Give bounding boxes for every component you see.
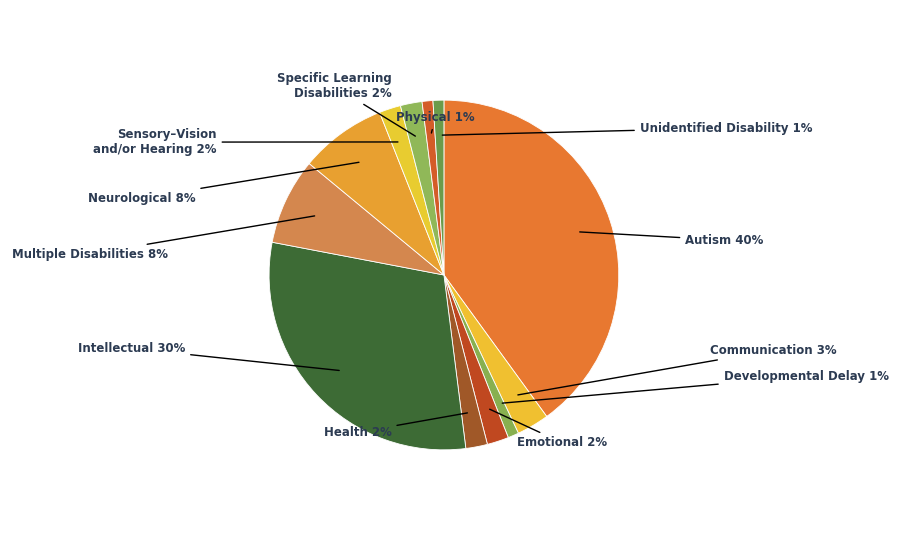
Text: Multiple Disabilities 8%: Multiple Disabilities 8% <box>12 216 315 261</box>
Wedge shape <box>444 275 518 438</box>
Text: Physical 1%: Physical 1% <box>396 111 474 133</box>
Wedge shape <box>444 275 508 444</box>
Text: Unidentified Disability 1%: Unidentified Disability 1% <box>442 122 813 135</box>
Text: Communication 3%: Communication 3% <box>518 344 836 395</box>
Text: Autism 40%: Autism 40% <box>580 232 763 246</box>
Text: Health 2%: Health 2% <box>324 413 467 439</box>
Wedge shape <box>444 275 546 433</box>
Text: Developmental Delay 1%: Developmental Delay 1% <box>502 370 888 403</box>
Wedge shape <box>310 112 444 275</box>
Wedge shape <box>400 102 444 275</box>
Text: Neurological 8%: Neurological 8% <box>88 162 359 205</box>
Text: Sensory–Vision
and/or Hearing 2%: Sensory–Vision and/or Hearing 2% <box>93 128 398 156</box>
Wedge shape <box>380 106 444 275</box>
Wedge shape <box>444 100 619 416</box>
Wedge shape <box>444 275 488 448</box>
Wedge shape <box>433 100 444 275</box>
Text: Specific Learning
Disabilities 2%: Specific Learning Disabilities 2% <box>276 72 416 136</box>
Wedge shape <box>269 242 466 450</box>
Wedge shape <box>272 163 444 275</box>
Text: Emotional 2%: Emotional 2% <box>490 409 608 449</box>
Wedge shape <box>422 101 444 275</box>
Text: Intellectual 30%: Intellectual 30% <box>77 342 339 371</box>
